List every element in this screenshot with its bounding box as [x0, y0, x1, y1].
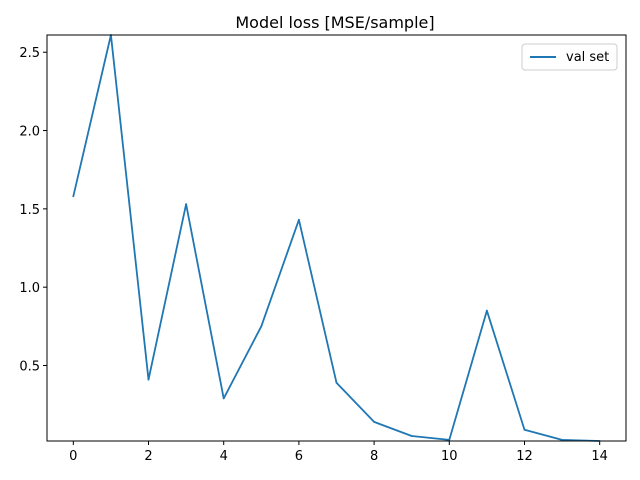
- series-layer: [72, 34, 601, 442]
- data-point: [222, 397, 225, 400]
- data-point: [185, 203, 188, 206]
- x-tick-label: 6: [295, 449, 303, 464]
- data-point: [561, 439, 563, 441]
- y-tick-label: 0.5: [19, 360, 40, 375]
- x-tick-label: 12: [516, 449, 533, 464]
- x-tick-label: 14: [591, 449, 608, 464]
- data-point: [72, 195, 75, 198]
- y-tick-label: 1.0: [19, 281, 40, 296]
- data-point: [335, 381, 338, 384]
- data-point: [373, 420, 375, 423]
- data-point: [523, 428, 526, 431]
- axis-ticks: 0 2 4 6 8 10 12 14 0.5 1.0 1.5 2.0 2.5: [19, 46, 608, 464]
- y-tick-label: 2.0: [19, 125, 40, 140]
- x-tick-label: 4: [220, 449, 228, 464]
- chart-title: Model loss [MSE/sample]: [235, 13, 434, 32]
- legend-box: [521, 43, 618, 71]
- plot-frame: [46, 34, 627, 442]
- data-point: [147, 378, 150, 381]
- series-line-val-set: [72, 34, 600, 442]
- x-tick-label: 10: [441, 449, 458, 464]
- x-tick-label: 2: [144, 449, 152, 464]
- data-point: [260, 325, 263, 328]
- legend-label-val-set: val set: [566, 50, 609, 65]
- data-point: [298, 218, 300, 221]
- legend: val set: [521, 43, 618, 71]
- data-point: [448, 439, 451, 441]
- y-tick-label: 1.5: [19, 203, 40, 218]
- x-tick-label: 0: [69, 449, 77, 464]
- y-tick-label: 2.5: [19, 46, 40, 61]
- data-point: [485, 309, 488, 312]
- data-point: [410, 435, 413, 437]
- x-tick-label: 8: [370, 449, 378, 464]
